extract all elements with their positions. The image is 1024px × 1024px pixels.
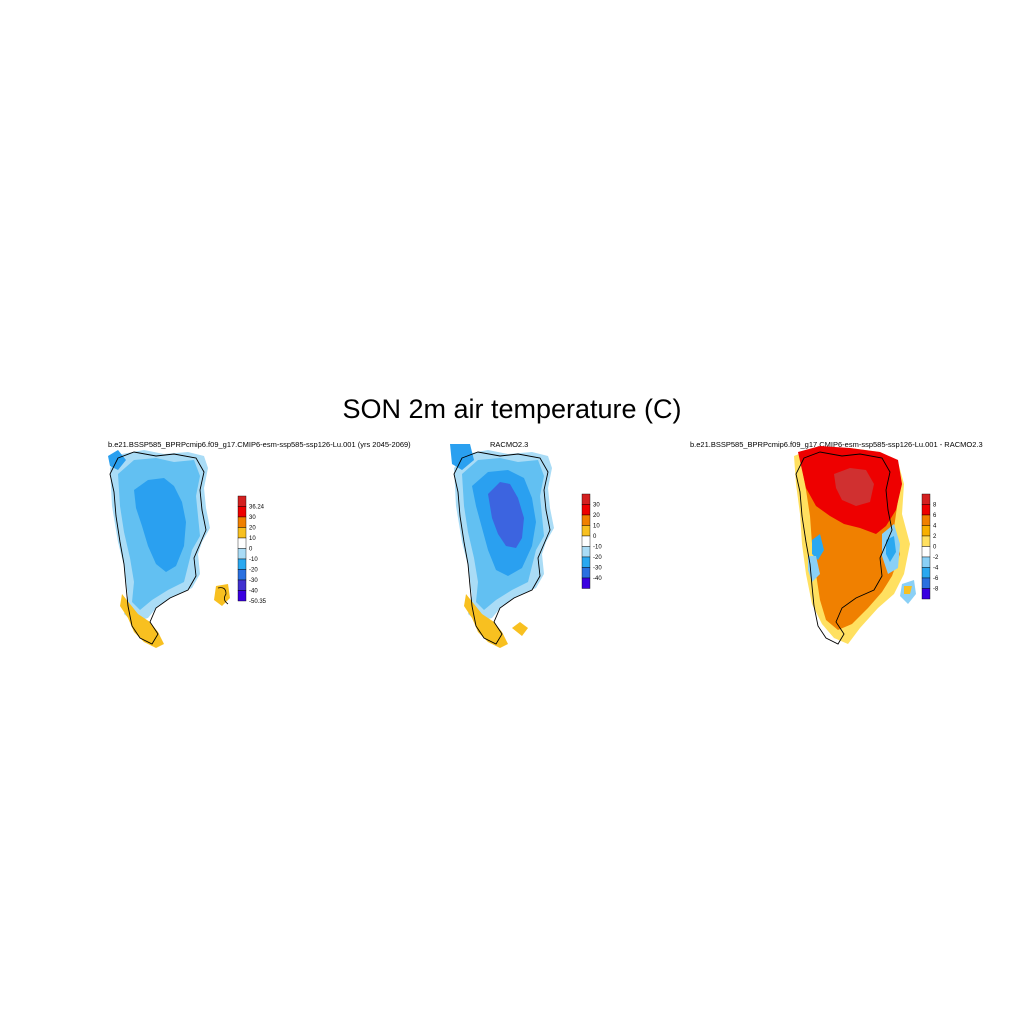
colorbar-swatch: [237, 495, 247, 507]
colorbar-swatch: [581, 493, 591, 505]
colorbar-label: -10: [593, 545, 602, 551]
colorbar-swatch: [237, 506, 247, 518]
colorbar-label: -50.35: [249, 599, 267, 605]
panel-3-temperature-difference-field: [794, 446, 916, 644]
panel-3-title: b.e21.BSSP585_BPRPcmip6.f09_g17.CMIP6-es…: [690, 440, 983, 449]
colorbar-swatch: [921, 535, 931, 547]
panel-1-temperature-field: [108, 450, 230, 648]
colorbar-swatch: [581, 525, 591, 537]
colorbar-label: 0: [249, 547, 253, 553]
colorbar-label: -4: [933, 566, 939, 572]
colorbar-label: 6: [933, 513, 937, 519]
colorbar-swatch: [921, 577, 931, 589]
colorbar-label: 2: [933, 534, 937, 540]
colorbar-label: 10: [249, 536, 256, 542]
colorbar-swatch: [237, 548, 247, 560]
colorbar-swatch: [921, 525, 931, 537]
colorbar-label: 30: [593, 503, 600, 509]
panel-2-temperature-field: [450, 444, 554, 648]
colorbar-label: 8: [933, 503, 937, 509]
colorbar-label: 20: [593, 513, 600, 519]
panel-3-map: [794, 446, 916, 645]
colorbar-swatch: [237, 569, 247, 581]
colorbar-swatch: [581, 514, 591, 526]
colorbar-swatch: [581, 577, 591, 589]
colorbar-swatch: [237, 579, 247, 591]
panel-3-colorbar: 8 6 4 2 0 -2 -4 -6 -8: [921, 493, 939, 600]
colorbar-swatch: [237, 527, 247, 539]
panel-2-coastline: [453, 451, 551, 645]
panel-2-map: [450, 444, 554, 648]
colorbar-label: 30: [249, 515, 256, 521]
colorbar-label: -6: [933, 576, 939, 582]
colorbar-swatch: [921, 504, 931, 516]
colorbar-swatch: [581, 546, 591, 558]
colorbar-label: 0: [593, 534, 597, 540]
colorbar-swatch: [581, 567, 591, 579]
colorbar-swatch: [237, 558, 247, 570]
colorbar-label: -40: [593, 576, 602, 582]
figure-title: SON 2m air temperature (C): [342, 394, 682, 424]
colorbar-label: -30: [249, 578, 258, 584]
colorbar-label: -20: [593, 555, 602, 561]
colorbar-label: 0: [933, 545, 937, 551]
colorbar-label: -20: [249, 568, 258, 574]
colorbar-label: 4: [933, 524, 937, 530]
colorbar-swatch: [581, 535, 591, 547]
colorbar-label: -40: [249, 589, 258, 595]
colorbar-label: -2: [933, 555, 939, 561]
colorbar-swatch: [921, 546, 931, 558]
panel-1-coastline: [109, 451, 207, 645]
colorbar-swatch: [237, 537, 247, 549]
colorbar-swatch: [921, 588, 931, 600]
colorbar-label: -30: [593, 566, 602, 572]
colorbar-swatch: [921, 493, 931, 505]
colorbar-label: 10: [593, 524, 600, 530]
colorbar-swatch: [921, 514, 931, 526]
panel-1-map: [108, 450, 230, 648]
colorbar-label: -10: [249, 557, 258, 563]
panel-1-colorbar: 36.24 30 20 10 0 -10 -20 -30 -40 -50.35: [237, 495, 267, 605]
colorbar-swatch: [237, 590, 247, 602]
panel-2-colorbar: 30 20 10 0 -10 -20 -30 -40: [581, 493, 602, 589]
panel-1-title: b.e21.BSSP585_BPRPcmip6.f09_g17.CMIP6-es…: [108, 440, 411, 449]
panel-2-title: RACMO2.3: [490, 440, 529, 449]
colorbar-label: -8: [933, 587, 939, 593]
colorbar-swatch: [921, 567, 931, 579]
panel-3-coastline: [795, 451, 893, 645]
colorbar-label: 36.24: [249, 505, 265, 511]
colorbar-swatch: [581, 556, 591, 568]
colorbar-swatch: [921, 556, 931, 568]
colorbar-swatch: [581, 504, 591, 516]
colorbar-swatch: [237, 516, 247, 528]
colorbar-label: 20: [249, 526, 256, 532]
